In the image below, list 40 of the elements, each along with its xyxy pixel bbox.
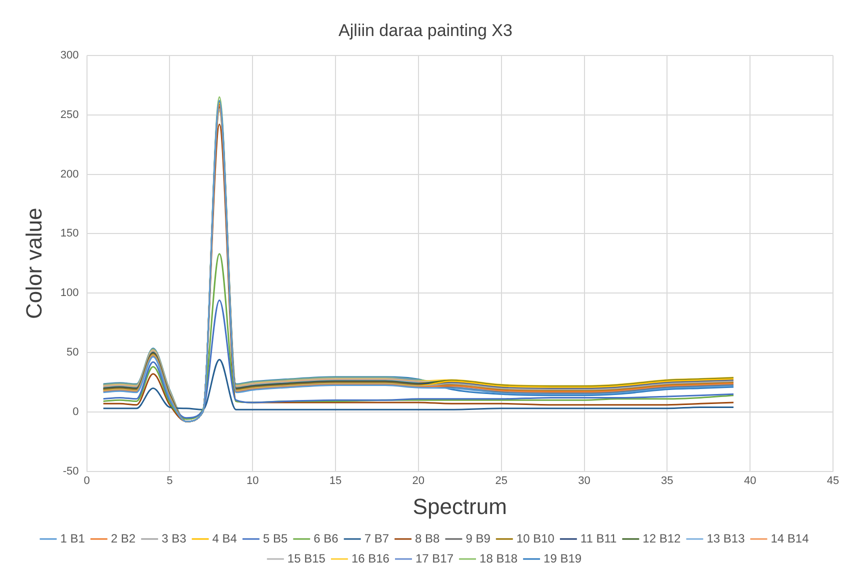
x-tick-label: 10 [246, 475, 259, 488]
y-tick-label: 50 [66, 346, 79, 359]
legend-label: 9 B9 [466, 531, 491, 546]
legend-label: 18 B18 [480, 551, 518, 566]
x-tick-label: 40 [744, 475, 756, 488]
x-tick-label: 20 [412, 475, 425, 488]
chart-title: Ajliin daraa painting X3 [338, 20, 512, 40]
legend-label: 2 B2 [110, 531, 136, 546]
legend-label: 14 B14 [770, 531, 810, 546]
legend-label: 3 B3 [162, 531, 187, 546]
x-tick-label: 0 [84, 475, 90, 488]
legend-label: 13 B13 [706, 531, 746, 546]
x-tick-label: 15 [329, 475, 342, 488]
legend-label: 17 B17 [415, 551, 454, 566]
y-tick-label: 300 [60, 49, 79, 62]
y-tick-label: 100 [60, 287, 79, 300]
y-tick-label: 200 [60, 168, 79, 180]
x-tick-label: 30 [578, 475, 590, 488]
legend-label: 19 B19 [544, 551, 582, 566]
legend-label: 8 B8 [415, 531, 440, 546]
legend-label: 16 B16 [351, 551, 390, 566]
legend-label: 5 B5 [262, 531, 288, 546]
y-axis-title: Color value [21, 208, 46, 320]
y-tick-label: 250 [60, 108, 79, 121]
legend-label: 11 B11 [580, 531, 618, 546]
x-tick-label: 25 [495, 475, 508, 488]
legend-label: 4 B4 [212, 531, 238, 546]
legend-label: 1 B1 [60, 531, 86, 546]
x-axis-title: Spectrum [412, 494, 507, 519]
y-tick-label: 0 [72, 406, 79, 418]
legend-label: 6 B6 [314, 531, 339, 546]
legend-label: 7 B7 [364, 531, 390, 546]
x-tick-label: 35 [661, 475, 674, 488]
legend-label: 15 B15 [287, 551, 326, 566]
y-tick-label: 150 [60, 228, 79, 240]
y-tick-label: -50 [62, 465, 79, 478]
legend-label: 12 B12 [642, 531, 682, 546]
legend-label: 10 B10 [516, 531, 555, 546]
x-tick-label: 5 [166, 475, 173, 488]
x-tick-label: 45 [826, 475, 840, 488]
